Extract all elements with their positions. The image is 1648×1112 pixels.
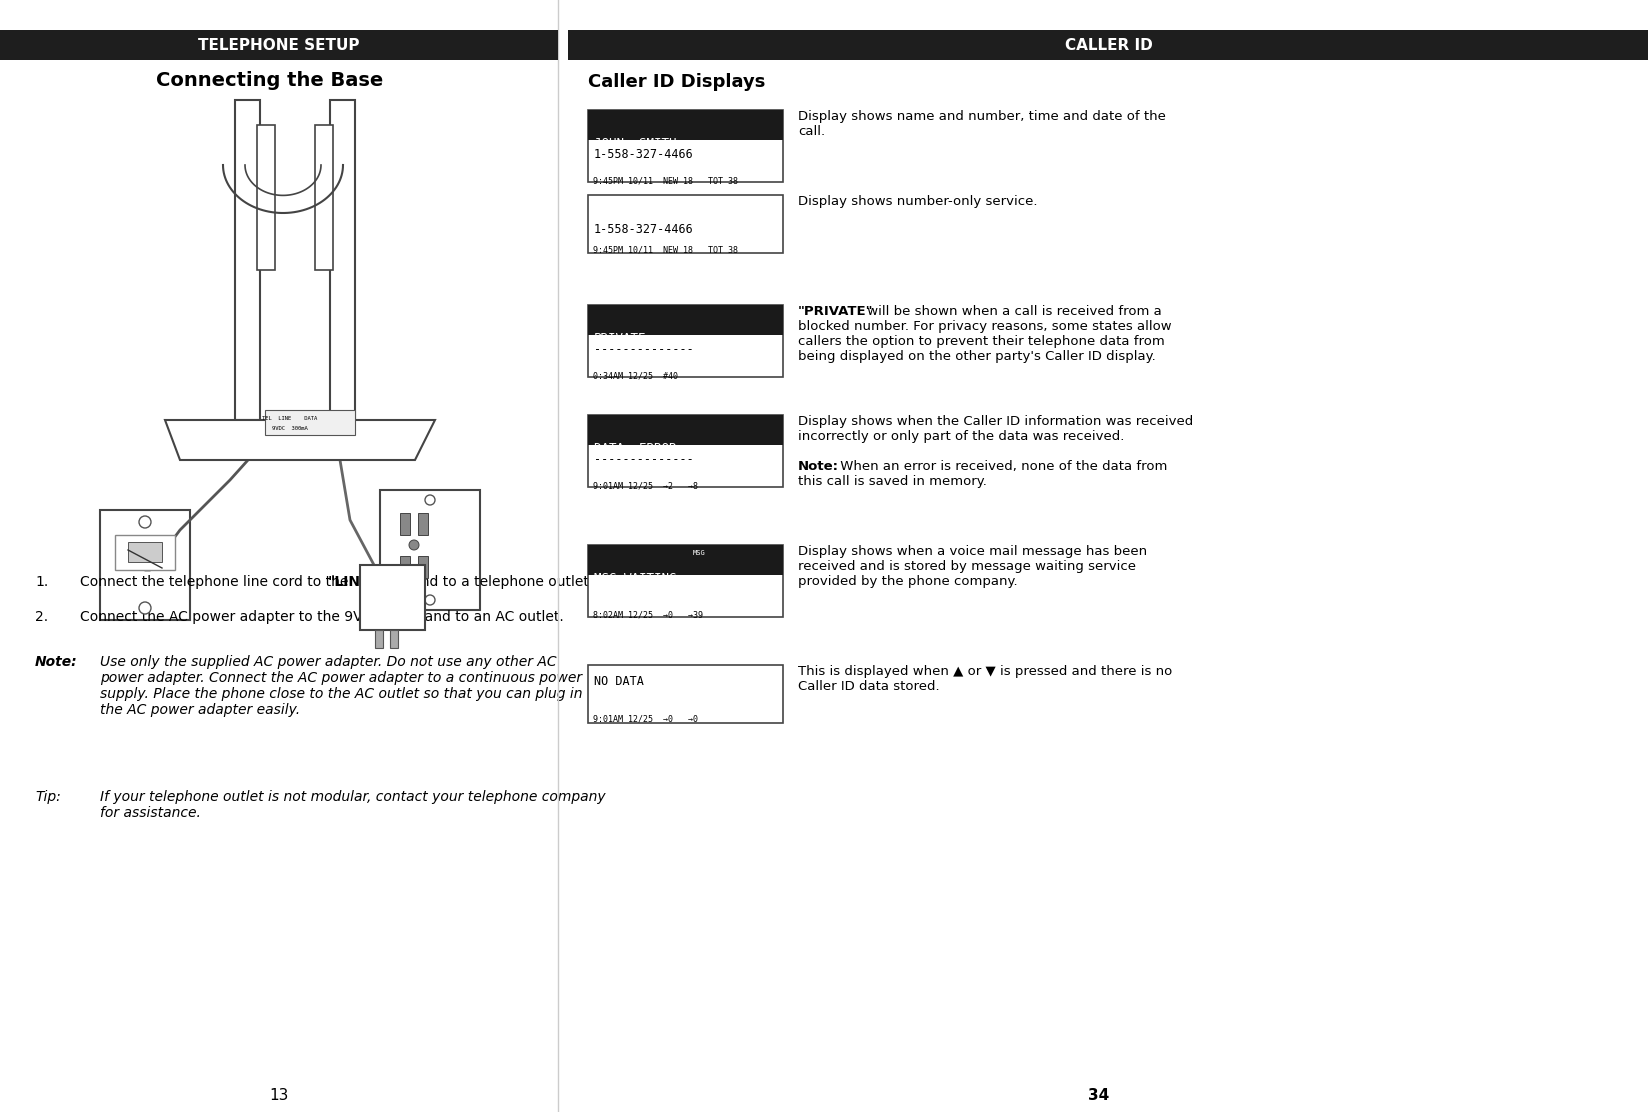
Text: Note:: Note: bbox=[798, 460, 839, 473]
Bar bbox=[588, 545, 783, 617]
Text: the AC power adapter easily.: the AC power adapter easily. bbox=[101, 703, 300, 717]
Polygon shape bbox=[165, 420, 435, 460]
Bar bbox=[588, 415, 783, 445]
Bar bbox=[236, 100, 260, 420]
Text: Note:: Note: bbox=[35, 655, 77, 669]
Text: 8:02AM 12/25  →0   →39: 8:02AM 12/25 →0 →39 bbox=[593, 610, 702, 620]
Bar bbox=[391, 631, 397, 648]
Text: Connecting the Base: Connecting the Base bbox=[157, 70, 384, 89]
Text: "LINE": "LINE" bbox=[328, 575, 377, 589]
Bar bbox=[588, 545, 783, 575]
Bar bbox=[400, 513, 410, 535]
Text: --------------: -------------- bbox=[593, 342, 694, 356]
Text: callers the option to prevent their telephone data from: callers the option to prevent their tele… bbox=[798, 335, 1163, 348]
Text: supply. Place the phone close to the AC outlet so that you can plug in: supply. Place the phone close to the AC … bbox=[101, 687, 582, 701]
Text: Display shows when a voice mail message has been: Display shows when a voice mail message … bbox=[798, 545, 1147, 558]
Text: 2.: 2. bbox=[35, 610, 48, 624]
Text: power adapter. Connect the AC power adapter to a continuous power: power adapter. Connect the AC power adap… bbox=[101, 671, 582, 685]
Text: 9VDC  300mA: 9VDC 300mA bbox=[272, 426, 308, 430]
Text: If your telephone outlet is not modular, contact your telephone company: If your telephone outlet is not modular,… bbox=[101, 790, 605, 804]
Text: jack and to a telephone outlet.: jack and to a telephone outlet. bbox=[374, 575, 593, 589]
Bar bbox=[101, 510, 190, 620]
Bar bbox=[417, 513, 428, 535]
Bar bbox=[374, 631, 382, 648]
Text: When an error is received, none of the data from: When an error is received, none of the d… bbox=[836, 460, 1167, 473]
Text: Caller ID Displays: Caller ID Displays bbox=[588, 73, 765, 91]
Text: 13: 13 bbox=[269, 1088, 288, 1102]
Text: this call is saved in memory.: this call is saved in memory. bbox=[798, 475, 986, 488]
Text: 0:34AM 12/25  #40: 0:34AM 12/25 #40 bbox=[593, 371, 677, 380]
Text: will be shown when a call is received from a: will be shown when a call is received fr… bbox=[862, 305, 1162, 318]
Text: 1.: 1. bbox=[35, 575, 48, 589]
Circle shape bbox=[409, 540, 419, 550]
Bar bbox=[330, 100, 354, 420]
Text: DATA  ERROR: DATA ERROR bbox=[593, 441, 676, 455]
Text: TELEPHONE SETUP: TELEPHONE SETUP bbox=[198, 38, 359, 52]
Text: Display shows number-only service.: Display shows number-only service. bbox=[798, 195, 1037, 208]
Bar bbox=[588, 665, 783, 723]
Bar bbox=[129, 542, 162, 562]
Bar bbox=[417, 556, 428, 578]
Text: 9:45PM 10/11  NEW 18   TOT 38: 9:45PM 10/11 NEW 18 TOT 38 bbox=[593, 245, 738, 254]
Text: being displayed on the other party's Caller ID display.: being displayed on the other party's Cal… bbox=[798, 350, 1155, 363]
Text: Connect the telephone line cord to the: Connect the telephone line cord to the bbox=[81, 575, 353, 589]
Bar bbox=[379, 490, 480, 610]
Text: PRIVATE: PRIVATE bbox=[593, 332, 646, 345]
Bar bbox=[588, 110, 783, 182]
Bar bbox=[0, 30, 557, 60]
Bar bbox=[400, 556, 410, 578]
Bar bbox=[257, 125, 275, 270]
Text: 1-558-327-4466: 1-558-327-4466 bbox=[593, 224, 694, 236]
Text: MSG: MSG bbox=[692, 550, 705, 556]
Circle shape bbox=[425, 595, 435, 605]
Text: incorrectly or only part of the data was received.: incorrectly or only part of the data was… bbox=[798, 430, 1124, 443]
Text: for assistance.: for assistance. bbox=[101, 806, 201, 820]
Text: JOHN  SMITH: JOHN SMITH bbox=[593, 137, 676, 150]
Text: NO DATA: NO DATA bbox=[593, 675, 643, 688]
Text: "PRIVATE": "PRIVATE" bbox=[798, 305, 873, 318]
Text: TEL  LINE    DATA: TEL LINE DATA bbox=[262, 416, 318, 420]
Text: 9:01AM 12/25  →0   →0: 9:01AM 12/25 →0 →0 bbox=[593, 715, 697, 724]
Bar bbox=[588, 195, 783, 254]
Circle shape bbox=[409, 583, 419, 593]
Text: MSG WAITING: MSG WAITING bbox=[593, 572, 676, 585]
Bar bbox=[359, 565, 425, 631]
Circle shape bbox=[425, 495, 435, 505]
Circle shape bbox=[138, 516, 152, 528]
Text: Caller ID data stored.: Caller ID data stored. bbox=[798, 681, 939, 693]
Text: Connect the AC power adapter to the 9V DC jack and to an AC outlet.: Connect the AC power adapter to the 9V D… bbox=[81, 610, 564, 624]
Text: 1-558-327-4466: 1-558-327-4466 bbox=[593, 148, 694, 161]
Text: This is displayed when ▲ or ▼ is pressed and there is no: This is displayed when ▲ or ▼ is pressed… bbox=[798, 665, 1172, 678]
Bar bbox=[315, 125, 333, 270]
Text: Display shows name and number, time and date of the: Display shows name and number, time and … bbox=[798, 110, 1165, 123]
Text: blocked number. For privacy reasons, some states allow: blocked number. For privacy reasons, som… bbox=[798, 320, 1172, 332]
Bar bbox=[588, 110, 783, 140]
Text: received and is stored by message waiting service: received and is stored by message waitin… bbox=[798, 560, 1135, 573]
Text: 34: 34 bbox=[1088, 1088, 1109, 1102]
Text: 9:45PM 10/11  NEW 18   TOT 38: 9:45PM 10/11 NEW 18 TOT 38 bbox=[593, 176, 738, 185]
Bar bbox=[588, 305, 783, 335]
Text: Tip:: Tip: bbox=[35, 790, 61, 804]
Text: 9:01AM 12/25  →2   →8: 9:01AM 12/25 →2 →8 bbox=[593, 481, 697, 490]
Text: --------------: -------------- bbox=[593, 453, 694, 466]
Bar bbox=[588, 415, 783, 487]
Circle shape bbox=[138, 602, 152, 614]
Bar bbox=[588, 305, 783, 377]
Bar bbox=[567, 30, 1648, 60]
Text: call.: call. bbox=[798, 125, 824, 138]
Text: CALLER ID: CALLER ID bbox=[1065, 38, 1152, 52]
Text: Display shows when the Caller ID information was received: Display shows when the Caller ID informa… bbox=[798, 415, 1193, 428]
Bar bbox=[115, 535, 175, 570]
Text: Use only the supplied AC power adapter. Do not use any other AC: Use only the supplied AC power adapter. … bbox=[101, 655, 557, 669]
Bar bbox=[265, 410, 354, 435]
Text: provided by the phone company.: provided by the phone company. bbox=[798, 575, 1017, 588]
